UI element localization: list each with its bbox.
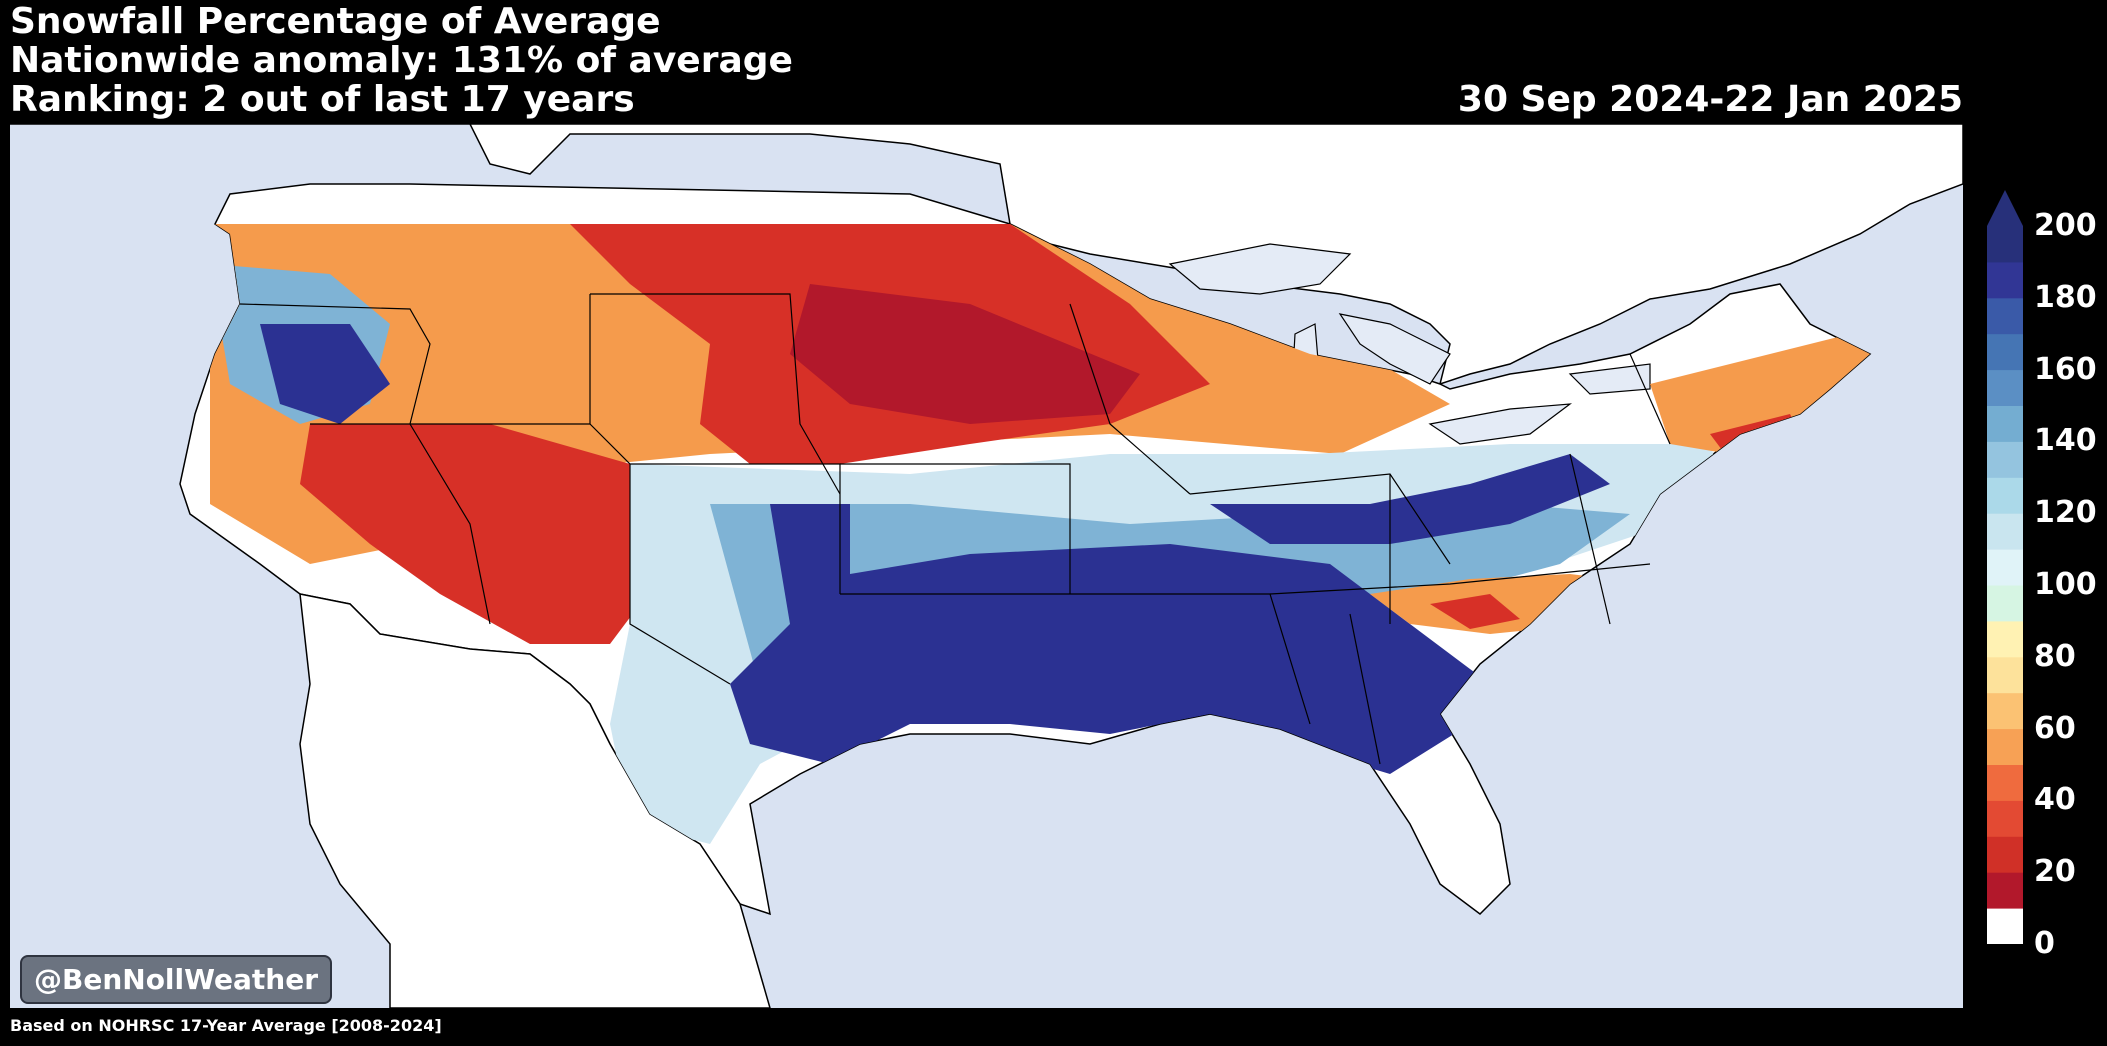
map-canvas	[10, 124, 1963, 1008]
ranking-text: Ranking: 2 out of last 17 years	[10, 79, 635, 120]
colorbar-segment	[1987, 369, 2023, 406]
colorbar-segment	[1987, 620, 2023, 658]
colorbar-tick-label: 0	[2034, 926, 2055, 961]
author-watermark: @BenNollWeather	[20, 955, 333, 1004]
title-block: Snowfall Percentage of Average Nationwid…	[10, 2, 793, 119]
colorbar-segment	[1987, 585, 2023, 622]
colorbar-segment	[1987, 728, 2023, 765]
canada-landmass	[10, 124, 1963, 386]
colorbar-segment	[1987, 513, 2023, 550]
colorbar-tick-label: 60	[2034, 710, 2076, 746]
colorbar-tick-label: 80	[2034, 638, 2076, 674]
colorbar-tick-label: 40	[2034, 782, 2076, 818]
colorbar-segment	[1987, 800, 2023, 837]
colorbar-segment	[1987, 656, 2023, 694]
colorbar-tick-label: 180	[2034, 279, 2097, 315]
map-title: Snowfall Percentage of Average	[10, 1, 661, 42]
colorbar-segment	[1987, 764, 2023, 801]
snowfall-map	[10, 124, 1963, 1008]
state-borders	[239, 293, 1671, 765]
mexico-landmass	[299, 593, 771, 1008]
colorbar-tick-label: 100	[2034, 567, 2097, 602]
snowfall-anomaly-layer	[210, 224, 1870, 844]
anomaly-text: Nationwide anomaly: 131% of average	[10, 40, 793, 81]
colorbar-segment	[1987, 692, 2023, 730]
colorbar-tick-label: 160	[2034, 351, 2097, 387]
colorbar-segment	[1987, 333, 2023, 371]
colorbar-tick-label: 120	[2034, 495, 2097, 531]
colorbar-extend-arrow	[1987, 190, 2023, 226]
colorbar-segment	[1987, 261, 2023, 299]
colorbar	[1987, 190, 2023, 944]
colorbar-segment	[1987, 872, 2023, 909]
colorbar-segment	[1987, 297, 2023, 335]
colorbar-segment	[1987, 477, 2023, 514]
colorbar-segment	[1987, 441, 2023, 478]
colorbar-segment	[1987, 908, 2023, 944]
colorbar-segment	[1987, 226, 2023, 263]
colorbar-segment	[1987, 405, 2023, 442]
colorbar-tick-label: 140	[2034, 423, 2097, 459]
data-source-footnote: Based on NOHRSC 17-Year Average [2008-20…	[10, 1016, 442, 1035]
date-range: 30 Sep 2024-22 Jan 2025	[1457, 79, 1963, 120]
colorbar-tick-label: 200	[2034, 208, 2097, 243]
colorbar-segment	[1987, 836, 2023, 873]
colorbar-tick-label: 20	[2034, 854, 2076, 890]
colorbar-segment	[1987, 549, 2023, 586]
